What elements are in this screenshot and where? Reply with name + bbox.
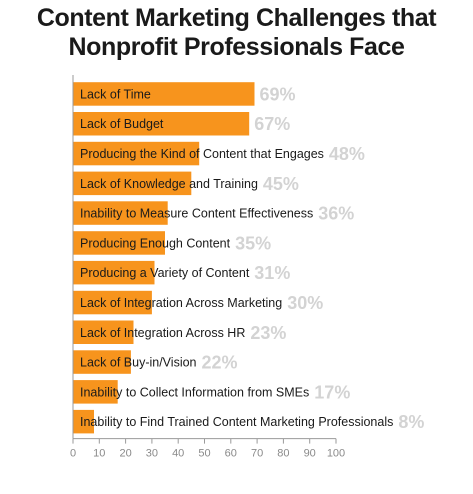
- x-tick-label: 70: [251, 448, 263, 460]
- value-label: 35%: [235, 233, 271, 253]
- category-label: Inability to Measure Content Effectivene…: [80, 207, 313, 221]
- x-tick-label: 40: [172, 448, 184, 460]
- bar: [73, 409, 94, 434]
- bar: [73, 380, 118, 404]
- bar: [73, 350, 131, 374]
- bar: [73, 290, 152, 315]
- value-label: 69%: [260, 84, 296, 104]
- value-label: 36%: [318, 204, 354, 224]
- value-label: 17%: [314, 382, 350, 402]
- bar: [73, 112, 250, 136]
- category-label: Lack of Integration Across Marketing: [80, 296, 282, 310]
- value-label: 23%: [250, 323, 286, 343]
- x-tick-label: 50: [198, 448, 210, 460]
- x-tick-label: 0: [70, 448, 76, 460]
- x-tick-label: 60: [225, 448, 237, 460]
- category-label: Lack of Integration Across HR: [80, 326, 245, 340]
- bar: [73, 201, 168, 225]
- chart-title-line-2: Nonprofit Professionals Face: [68, 33, 405, 61]
- category-label: Producing a Variety of Content: [80, 266, 250, 280]
- x-tick-label: 20: [119, 448, 131, 460]
- value-label: 45%: [263, 174, 299, 194]
- category-label: Producing the Kind of Content that Engag…: [80, 147, 324, 161]
- chart-title: Content Marketing Challenges that Nonpro…: [0, 4, 473, 62]
- value-label: 22%: [202, 353, 238, 373]
- x-tick-label: 10: [93, 448, 105, 460]
- category-label: Inability to Find Trained Content Market…: [80, 415, 393, 429]
- category-label: Lack of Buy-in/Vision: [80, 356, 197, 370]
- category-label: Inability to Collect Information from SM…: [80, 385, 309, 399]
- x-tick-label: 100: [327, 448, 345, 460]
- category-label: Lack of Budget: [80, 117, 164, 131]
- category-label: Lack of Knowledge and Training: [80, 177, 258, 191]
- category-label: Lack of Time: [80, 87, 151, 101]
- bar: [73, 231, 165, 255]
- x-tick-label: 30: [146, 448, 158, 460]
- bar: [73, 260, 155, 285]
- chart-title-line-1: Content Marketing Challenges that: [36, 4, 437, 32]
- bar: [73, 171, 192, 196]
- category-label: Producing Enough Content: [80, 236, 231, 250]
- bar: [73, 141, 200, 166]
- bar: [73, 320, 134, 344]
- x-tick-label: 80: [277, 448, 289, 460]
- x-tick-label: 90: [304, 448, 316, 460]
- bar: [73, 82, 255, 106]
- value-label: 30%: [287, 293, 323, 313]
- value-label: 67%: [254, 114, 290, 134]
- value-label: 8%: [398, 412, 424, 432]
- value-label: 31%: [254, 263, 290, 283]
- value-label: 48%: [329, 144, 365, 164]
